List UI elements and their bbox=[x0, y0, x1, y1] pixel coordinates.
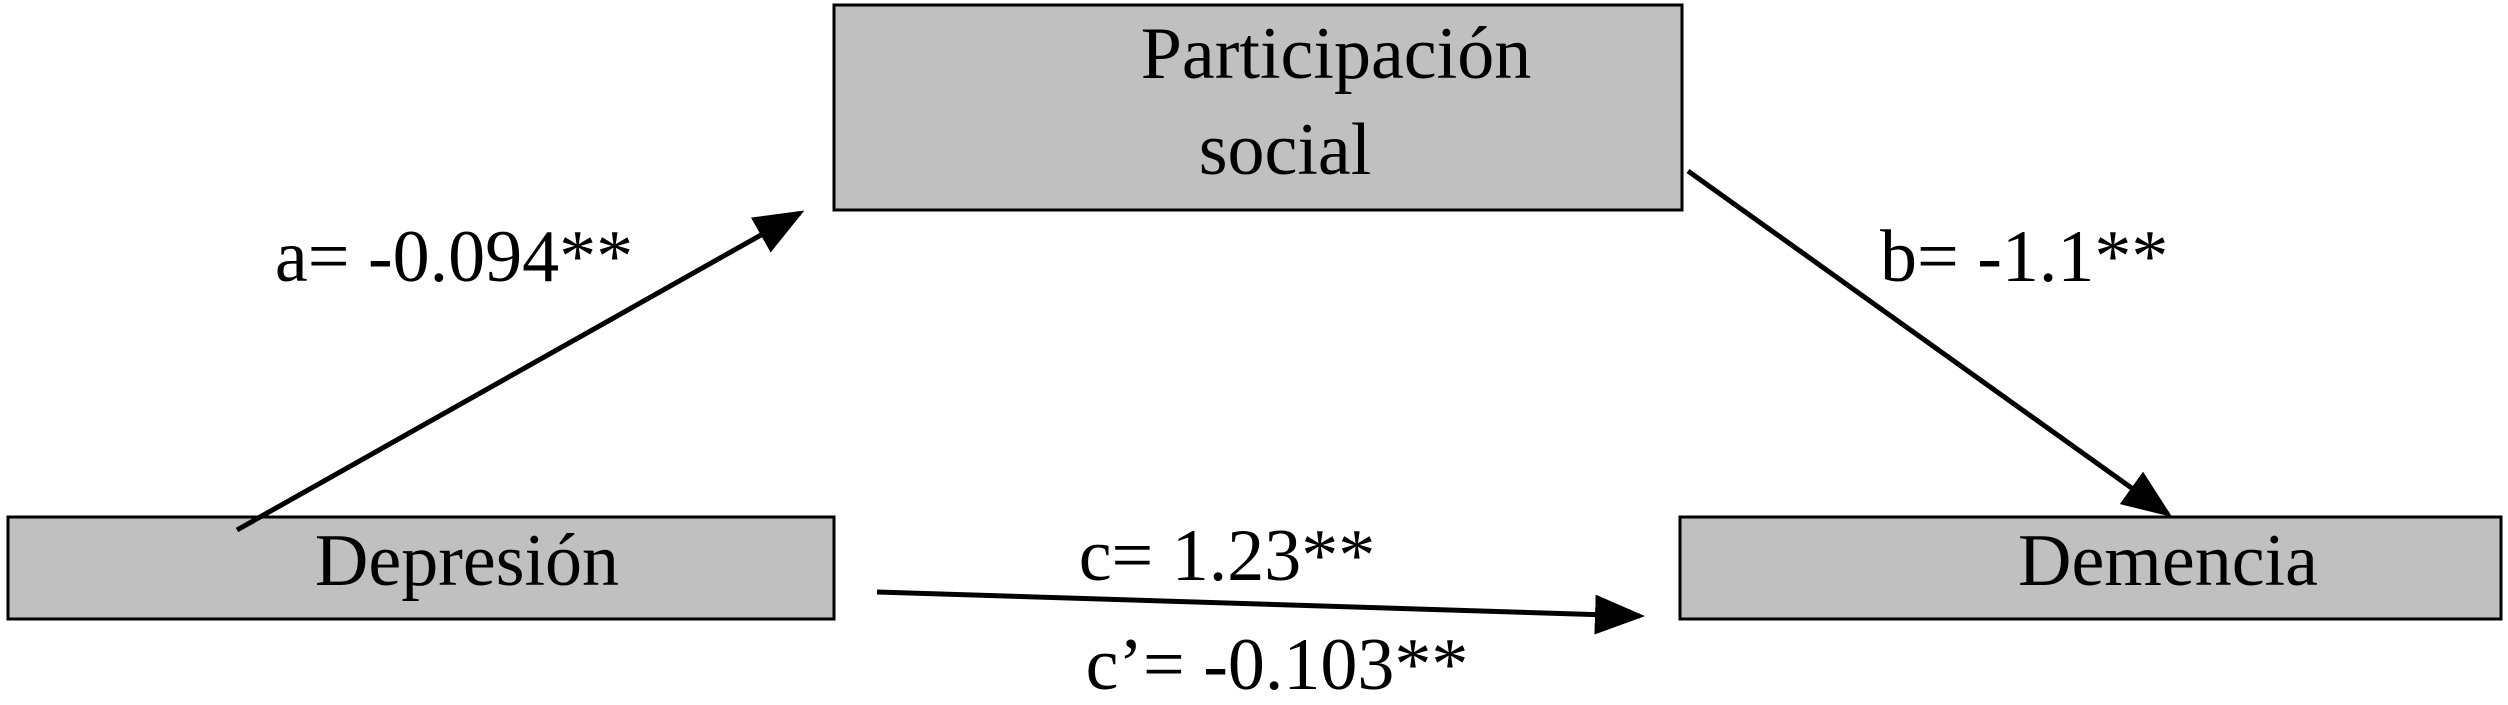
node-box bbox=[6, 515, 836, 621]
node-label: Demencia bbox=[2018, 520, 2318, 602]
path-label: a= -0.094** bbox=[275, 216, 633, 298]
node-box bbox=[1678, 515, 2503, 621]
arrow bbox=[1686, 168, 2173, 517]
path-label: c= 1.23** bbox=[1079, 515, 1376, 597]
node-label: social bbox=[1199, 109, 1372, 191]
arrow bbox=[876, 589, 1645, 635]
path-label: c’= -0.103** bbox=[1086, 624, 1469, 705]
node-label: Depresión bbox=[315, 520, 619, 602]
arrow bbox=[235, 210, 805, 533]
node-box bbox=[832, 3, 1684, 212]
node-label: Participación bbox=[1141, 13, 1531, 95]
path-label: b= -1.1** bbox=[1880, 216, 2168, 298]
